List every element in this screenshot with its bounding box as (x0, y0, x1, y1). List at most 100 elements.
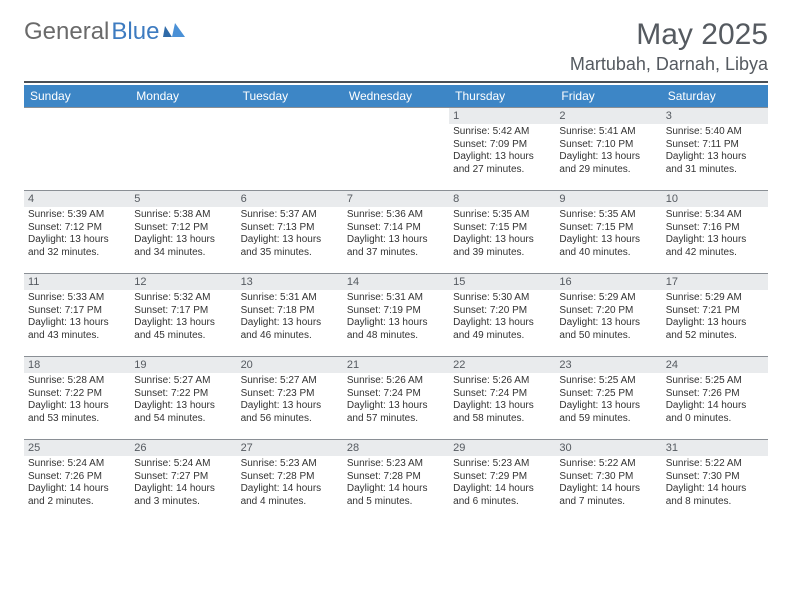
daylight-line: Daylight: 13 hours and 59 minutes. (559, 400, 657, 425)
sunset-line: Sunset: 7:15 PM (453, 222, 551, 235)
calendar-cell: 24Sunrise: 5:25 AMSunset: 7:26 PMDayligh… (662, 356, 768, 439)
day-number: 8 (449, 191, 555, 207)
day-info: Sunrise: 5:23 AMSunset: 7:28 PMDaylight:… (343, 456, 449, 512)
day-number: 17 (662, 274, 768, 290)
day-number: 23 (555, 357, 661, 373)
location-text: Martubah, Darnah, Libya (570, 54, 768, 75)
calendar-cell: 5Sunrise: 5:38 AMSunset: 7:12 PMDaylight… (130, 190, 236, 273)
day-number: 9 (555, 191, 661, 207)
day-number: 31 (662, 440, 768, 456)
daylight-line: Daylight: 13 hours and 54 minutes. (134, 400, 232, 425)
day-number: 7 (343, 191, 449, 207)
sunset-line: Sunset: 7:28 PM (241, 471, 339, 484)
dow-header: Monday (130, 85, 236, 107)
calendar-cell: 20 Sunrise: 5:27 AMSunset: 7:23 PMDayligh… (237, 356, 343, 439)
day-info: Sunrise: 5:23 AMSunset: 7:29 PMDaylight:… (449, 456, 555, 512)
daylight-line: Daylight: 14 hours and 2 minutes. (28, 483, 126, 508)
day-info: Sunrise: 5:41 AMSunset: 7:10 PMDaylight:… (555, 124, 661, 180)
day-info: Sunrise: 5:22 AMSunset: 7:30 PMDaylight:… (555, 456, 661, 512)
sunset-line: Sunset: 7:12 PM (28, 222, 126, 235)
sunset-line: Sunset: 7:15 PM (559, 222, 657, 235)
sunset-line: Sunset: 7:21 PM (666, 305, 764, 318)
sunset-line: Sunset: 7:25 PM (559, 388, 657, 401)
calendar-cell: 19Sunrise: 5:27 AMSunset: 7:22 PMDayligh… (130, 356, 236, 439)
sunset-line: Sunset: 7:18 PM (241, 305, 339, 318)
day-info: Sunrise: 5:26 AMSunset: 7:24 PMDaylight:… (449, 373, 555, 429)
calendar-cell: 9Sunrise: 5:35 AMSunset: 7:15 PMDaylight… (555, 190, 661, 273)
dow-header: Thursday (449, 85, 555, 107)
day-info: Sunrise: 5:26 AMSunset: 7:24 PMDaylight:… (343, 373, 449, 429)
calendar-cell: 18Sunrise: 5:28 AMSunset: 7:22 PMDayligh… (24, 356, 130, 439)
day-info: Sunrise: 5:25 AMSunset: 7:25 PMDaylight:… (555, 373, 661, 429)
calendar-cell: 12Sunrise: 5:32 AMSunset: 7:17 PMDayligh… (130, 273, 236, 356)
sunset-line: Sunset: 7:27 PM (134, 471, 232, 484)
calendar-cell: 21Sunrise: 5:26 AMSunset: 7:24 PMDayligh… (343, 356, 449, 439)
month-title: May 2025 (570, 18, 768, 52)
calendar-cell: 14Sunrise: 5:31 AMSunset: 7:19 PMDayligh… (343, 273, 449, 356)
calendar-page: GeneralBlue May 2025 Martubah, Darnah, L… (0, 0, 792, 540)
sunrise-line: Sunrise: 5:26 AM (347, 375, 445, 388)
day-number: 12 (130, 274, 236, 290)
day-info: Sunrise: 5:28 AMSunset: 7:22 PMDaylight:… (24, 373, 130, 429)
day-number: 22 (449, 357, 555, 373)
daylight-line: Daylight: 13 hours and 29 minutes. (559, 151, 657, 176)
daylight-line: Daylight: 13 hours and 27 minutes. (453, 151, 551, 176)
daylight-line: Daylight: 13 hours and 43 minutes. (28, 317, 126, 342)
sunrise-line: Sunrise: 5:23 AM (241, 458, 339, 471)
day-info: Sunrise: 5:40 AMSunset: 7:11 PMDaylight:… (662, 124, 768, 180)
daylight-line: Daylight: 14 hours and 7 minutes. (559, 483, 657, 508)
day-info: Sunrise: 5:37 AMSunset: 7:13 PMDaylight:… (237, 207, 343, 263)
sunset-line: Sunset: 7:26 PM (28, 471, 126, 484)
sunrise-line: Sunrise: 5:39 AM (28, 209, 126, 222)
dow-header: Sunday (24, 85, 130, 107)
day-number: 15 (449, 274, 555, 290)
day-number: 19 (130, 357, 236, 373)
day-info: Sunrise: 5:25 AMSunset: 7:26 PMDaylight:… (662, 373, 768, 429)
sunset-line: Sunset: 7:23 PM (241, 388, 339, 401)
dow-header: Saturday (662, 85, 768, 107)
daylight-line: Daylight: 13 hours and 58 minutes. (453, 400, 551, 425)
calendar-cell: 6Sunrise: 5:37 AMSunset: 7:13 PMDaylight… (237, 190, 343, 273)
day-info: Sunrise: 5:33 AMSunset: 7:17 PMDaylight:… (24, 290, 130, 346)
sunset-line: Sunset: 7:24 PM (347, 388, 445, 401)
dow-header: Friday (555, 85, 661, 107)
sunset-line: Sunset: 7:19 PM (347, 305, 445, 318)
sunset-line: Sunset: 7:10 PM (559, 139, 657, 152)
day-number (343, 108, 449, 124)
day-number: 14 (343, 274, 449, 290)
daylight-line: Daylight: 13 hours and 56 minutes. (241, 400, 339, 425)
day-info: Sunrise: 5:29 AMSunset: 7:20 PMDaylight:… (555, 290, 661, 346)
sunrise-line: Sunrise: 5:29 AM (559, 292, 657, 305)
daylight-line: Daylight: 13 hours and 46 minutes. (241, 317, 339, 342)
daylight-line: Daylight: 13 hours and 34 minutes. (134, 234, 232, 259)
sunrise-line: Sunrise: 5:38 AM (134, 209, 232, 222)
calendar-cell: 1Sunrise: 5:42 AMSunset: 7:09 PMDaylight… (449, 107, 555, 190)
calendar-cell: 27Sunrise: 5:23 AMSunset: 7:28 PMDayligh… (237, 439, 343, 522)
sunrise-line: Sunrise: 5:35 AM (453, 209, 551, 222)
sunset-line: Sunset: 7:22 PM (134, 388, 232, 401)
calendar-cell: 10Sunrise: 5:34 AMSunset: 7:16 PMDayligh… (662, 190, 768, 273)
day-info: Sunrise: 5:35 AMSunset: 7:15 PMDaylight:… (555, 207, 661, 263)
daylight-line: Daylight: 13 hours and 42 minutes. (666, 234, 764, 259)
day-number: 13 (237, 274, 343, 290)
title-block: May 2025 Martubah, Darnah, Libya (570, 18, 768, 75)
dow-header: Wednesday (343, 85, 449, 107)
day-number: 20 (237, 357, 343, 373)
day-number: 3 (662, 108, 768, 124)
sunrise-line: Sunrise: 5:27 AM (241, 375, 339, 388)
sunrise-line: Sunrise: 5:33 AM (28, 292, 126, 305)
daylight-line: Daylight: 13 hours and 45 minutes. (134, 317, 232, 342)
sunrise-line: Sunrise: 5:29 AM (666, 292, 764, 305)
day-number: 5 (130, 191, 236, 207)
calendar-cell: 29Sunrise: 5:23 AMSunset: 7:29 PMDayligh… (449, 439, 555, 522)
sunset-line: Sunset: 7:17 PM (28, 305, 126, 318)
calendar-cell: 11Sunrise: 5:33 AMSunset: 7:17 PMDayligh… (24, 273, 130, 356)
calendar-cell: 17Sunrise: 5:29 AMSunset: 7:21 PMDayligh… (662, 273, 768, 356)
sunrise-line: Sunrise: 5:24 AM (28, 458, 126, 471)
day-number: 24 (662, 357, 768, 373)
logo-word-1: General (24, 18, 109, 46)
day-info: Sunrise: 5:30 AMSunset: 7:20 PMDaylight:… (449, 290, 555, 346)
calendar-cell: 15Sunrise: 5:30 AMSunset: 7:20 PMDayligh… (449, 273, 555, 356)
sunrise-line: Sunrise: 5:30 AM (453, 292, 551, 305)
sunrise-line: Sunrise: 5:28 AM (28, 375, 126, 388)
